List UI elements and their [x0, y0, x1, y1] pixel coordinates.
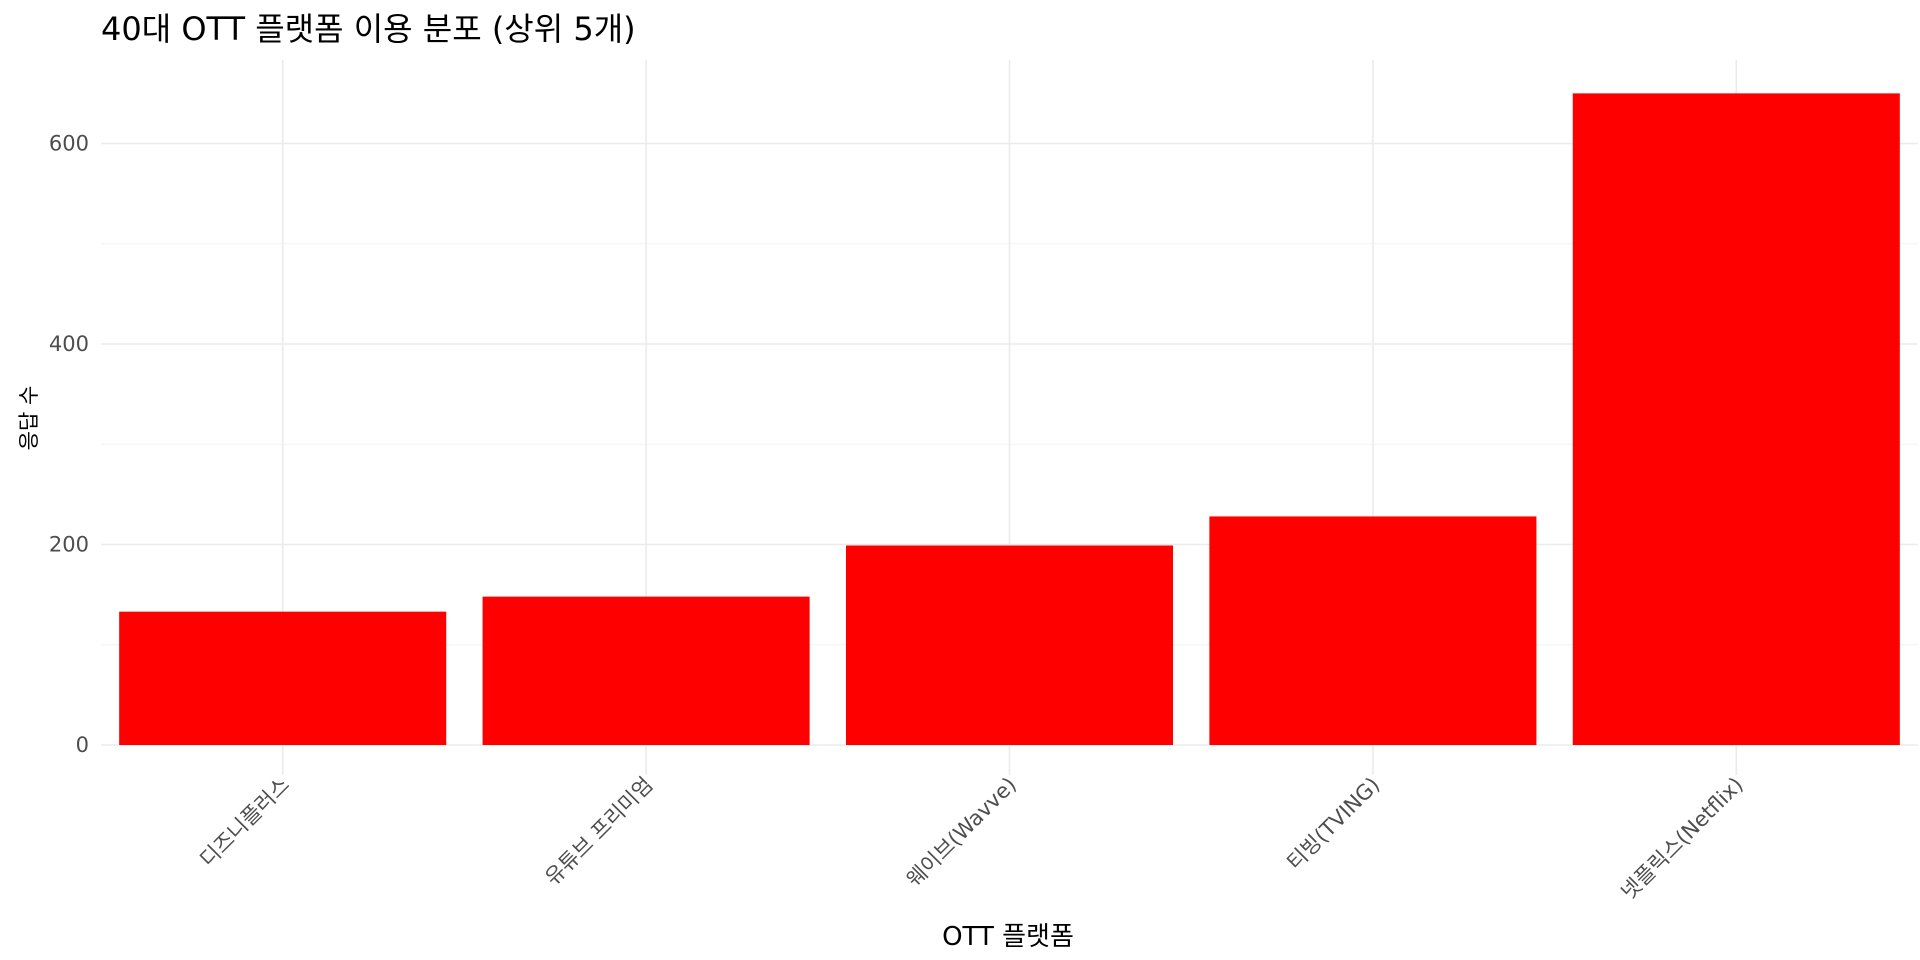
y-axis-ticks: 0 200 400 600 — [49, 132, 89, 758]
x-tick-label-4: 넷플릭스(Netflix) — [1616, 773, 1748, 905]
x-tick-label-0: 디즈니플러스 — [195, 773, 294, 872]
x-tick-label-2: 웨이브(Wavve) — [902, 773, 1021, 892]
y-tick-label-2: 400 — [49, 332, 89, 356]
y-tick-label-3: 600 — [49, 132, 89, 156]
bar-1 — [482, 596, 810, 745]
y-tick-label-1: 200 — [49, 533, 89, 557]
bar-2 — [845, 545, 1174, 745]
bar-4 — [1572, 93, 1900, 745]
chart-title: 40대 OTT 플랫폼 이용 분포 (상위 5개) — [101, 10, 636, 48]
x-axis-ticks: 디즈니플러스 유튜브 프리미엄 웨이브(Wavve) 티빙(TVING) 넷플릭스(Ne… — [195, 773, 1748, 905]
x-tick-label-1: 유튜브 프리미엄 — [540, 773, 657, 890]
y-axis-title: 응답 수 — [17, 386, 41, 451]
bar-0 — [119, 611, 447, 745]
bars — [119, 93, 1900, 745]
x-tick-label-3: 티빙(TVING) — [1282, 773, 1384, 875]
x-axis-title: OTT 플랫폼 — [942, 922, 1074, 952]
bar-3 — [1209, 516, 1537, 745]
y-tick-label-0: 0 — [76, 733, 89, 757]
